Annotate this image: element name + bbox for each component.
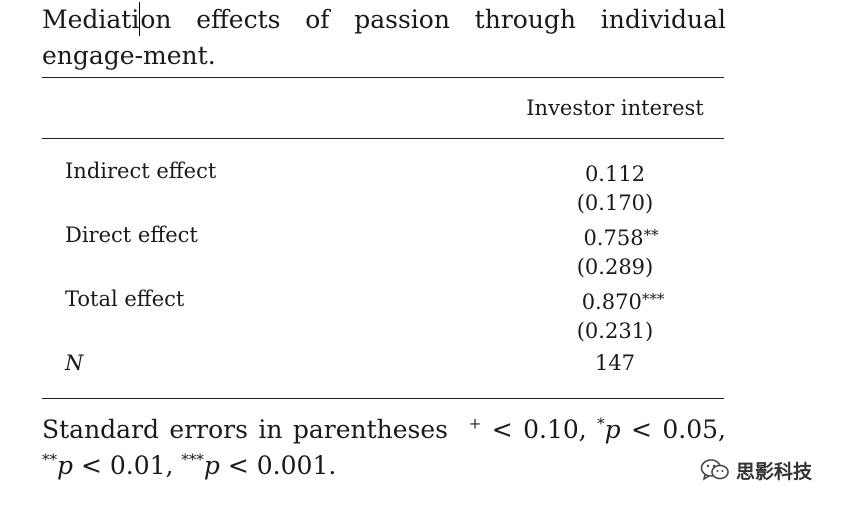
- bottom-rule: [42, 398, 724, 399]
- row-label-indirect: Indirect effect: [65, 159, 217, 183]
- caption-text-start: Mediati: [42, 5, 140, 34]
- note-p-2: p: [57, 451, 74, 480]
- table-note: Standard errors in parentheses + < 0.10,…: [42, 412, 726, 484]
- note-p-1: p: [604, 415, 621, 444]
- row-label-n: N: [65, 351, 84, 375]
- row-label-direct: Direct effect: [65, 223, 198, 247]
- estimate-value: 0.870: [581, 290, 642, 314]
- note-lead: Standard errors in parentheses: [42, 415, 448, 444]
- note-threshold-3: < 0.01,: [73, 451, 182, 480]
- note-symbol-3star: ***: [181, 450, 204, 469]
- note-symbol-2star: **: [42, 450, 57, 469]
- estimate-direct: 0.758**: [520, 221, 710, 252]
- significance-stars: **: [643, 226, 659, 244]
- note-symbol-1star: *: [597, 414, 605, 433]
- note-symbol-plus: +: [468, 414, 482, 433]
- watermark: 思影科技: [700, 456, 812, 484]
- header-rule: [42, 138, 724, 139]
- note-threshold-1: < 0.10,: [481, 415, 598, 444]
- note-threshold-2: < 0.05,: [620, 415, 726, 444]
- estimate-value: 0.112: [584, 162, 646, 186]
- caption-text-end: on effects of passion through individual…: [42, 5, 726, 70]
- table-caption: Mediation effects of passion through ind…: [42, 2, 726, 74]
- note-p-3: p: [203, 451, 220, 480]
- top-rule: [42, 77, 724, 78]
- note-threshold-4: < 0.001.: [219, 451, 337, 480]
- row-label-total: Total effect: [65, 287, 185, 311]
- watermark-text: 思影科技: [736, 460, 813, 483]
- column-header: Investor interest: [526, 96, 704, 120]
- estimate-indirect: 0.112: [520, 157, 710, 188]
- n-value: 147: [594, 351, 636, 375]
- significance-stars: ***: [641, 290, 665, 308]
- se-total: (0.231): [576, 319, 654, 343]
- estimate-total: 0.870***: [520, 285, 710, 316]
- text-cursor: [139, 2, 141, 36]
- se-indirect: (0.170): [576, 191, 654, 215]
- se-direct: (0.289): [576, 255, 654, 279]
- estimate-value: 0.758: [583, 226, 644, 250]
- wechat-icon: [700, 458, 730, 482]
